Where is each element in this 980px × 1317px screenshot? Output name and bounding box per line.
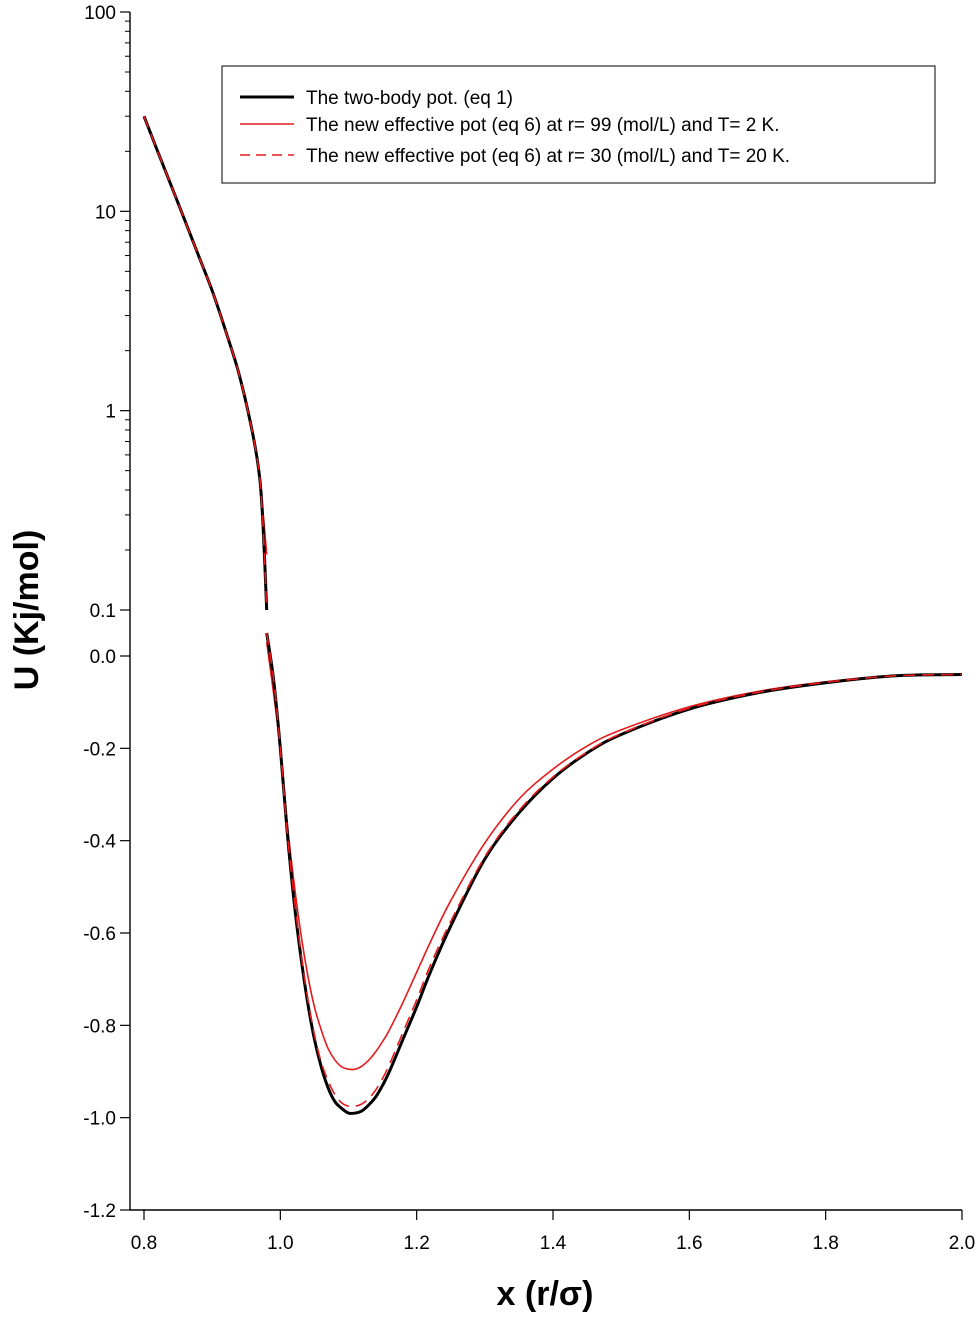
axes: 0.8 1.0 1.2 1.4 1.6 1.8 2.0 100 10 1 0.1 0.0 -0.2 -0.…	[83, 3, 975, 1254]
legend-label-effective-99: The new effective pot (eq 6) at r= 99 (m…	[306, 115, 780, 136]
legend-box	[221, 65, 936, 184]
series-layer	[142, 115, 963, 1115]
y-tick-label: 1	[105, 402, 116, 423]
y-tick-label: -0.2	[83, 739, 116, 760]
series-2-upper-line	[143, 115, 268, 611]
x-tick-label: 1.0	[267, 1233, 293, 1254]
legend-label-two-body: The two-body pot. (eq 1)	[306, 88, 513, 109]
legend: The two-body pot. (eq 1) The new effecti…	[221, 65, 936, 184]
y-tick-label: -0.8	[83, 1016, 116, 1037]
y-tick-label: -0.6	[83, 924, 116, 945]
y-tick-label: 0.1	[90, 601, 116, 622]
y-tick-label: -0.4	[83, 832, 116, 853]
y-axis-title: U (Kj/mol)	[8, 530, 46, 691]
x-tick-label: 0.8	[131, 1233, 157, 1254]
y-tick-label: 10	[95, 202, 116, 223]
series-1-lower-line	[265, 642, 963, 1071]
x-tick-label: 2.0	[949, 1233, 975, 1254]
x-tick-label: 1.2	[403, 1233, 429, 1254]
legend-label-effective-30: The new effective pot (eq 6) at r= 30 (m…	[306, 146, 790, 167]
x-tick-label: 1.4	[540, 1233, 567, 1254]
y-tick-label: -1.0	[83, 1109, 116, 1130]
x-axis-title: x (r/σ)	[497, 1275, 594, 1313]
series-2-lower-line	[265, 632, 963, 1108]
y-tick-label: 100	[84, 3, 116, 24]
y-tick-label: -1.2	[83, 1201, 116, 1222]
y-tick-label: 0.0	[90, 647, 116, 668]
x-tick-label: 1.6	[676, 1233, 702, 1254]
x-tick-label: 1.8	[812, 1233, 838, 1254]
